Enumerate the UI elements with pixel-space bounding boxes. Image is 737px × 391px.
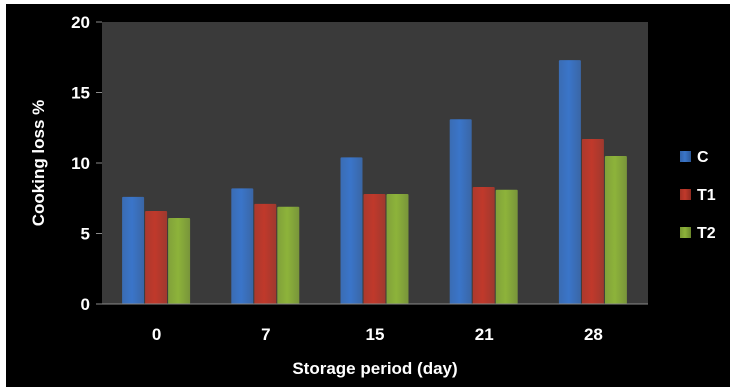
bar-C-15: [340, 157, 363, 304]
x-tick-label: 15: [366, 325, 385, 344]
bar-T1-15: [363, 194, 386, 304]
bar-T1-21: [472, 186, 495, 304]
bar-T2-21: [495, 189, 518, 304]
x-axis-title: Storage period (day): [292, 359, 457, 378]
y-tick-label: 15: [71, 84, 90, 103]
bar-T2-7: [277, 206, 300, 304]
bar-T1-28: [581, 139, 604, 304]
x-tick-label: 0: [152, 325, 161, 344]
legend: C T1 T2: [680, 149, 716, 242]
legend-label-T1: T1: [697, 187, 716, 204]
x-tick-label: 21: [475, 325, 494, 344]
legend-label-T2: T2: [697, 225, 716, 242]
bar-T2-28: [604, 155, 627, 304]
bars-group: [122, 60, 627, 304]
legend-swatch-T1: [680, 189, 691, 200]
bar-C-28: [558, 60, 581, 304]
x-tick-label: 28: [584, 325, 603, 344]
bar-T2-15: [386, 194, 409, 304]
legend-label-C: C: [697, 149, 709, 166]
y-tick-label: 5: [81, 225, 90, 244]
y-axis-ticks: 0 5 10 15 20: [71, 13, 102, 314]
y-tick-label: 10: [71, 154, 90, 173]
bar-T1-7: [254, 203, 277, 304]
bar-T2-0: [168, 217, 191, 304]
bar-C-21: [449, 119, 472, 304]
y-tick-label: 0: [81, 295, 90, 314]
bar-T1-0: [145, 210, 168, 304]
legend-swatch-C: [680, 151, 691, 162]
bar-C-0: [122, 196, 145, 304]
bar-C-7: [231, 188, 254, 304]
y-axis-title: Cooking loss %: [29, 100, 48, 227]
legend-swatch-T2: [680, 227, 691, 238]
y-tick-label: 20: [71, 13, 90, 32]
chart-container: 0 5 10 15 20 0 7 15 21 28 Cooking loss % Storage…: [6, 4, 730, 387]
bar-chart: 0 5 10 15 20 0 7 15 21 28 Cooking loss % Storage…: [29, 13, 716, 378]
x-tick-label: 7: [261, 325, 270, 344]
x-axis-ticks: 0 7 15 21 28: [152, 325, 603, 344]
